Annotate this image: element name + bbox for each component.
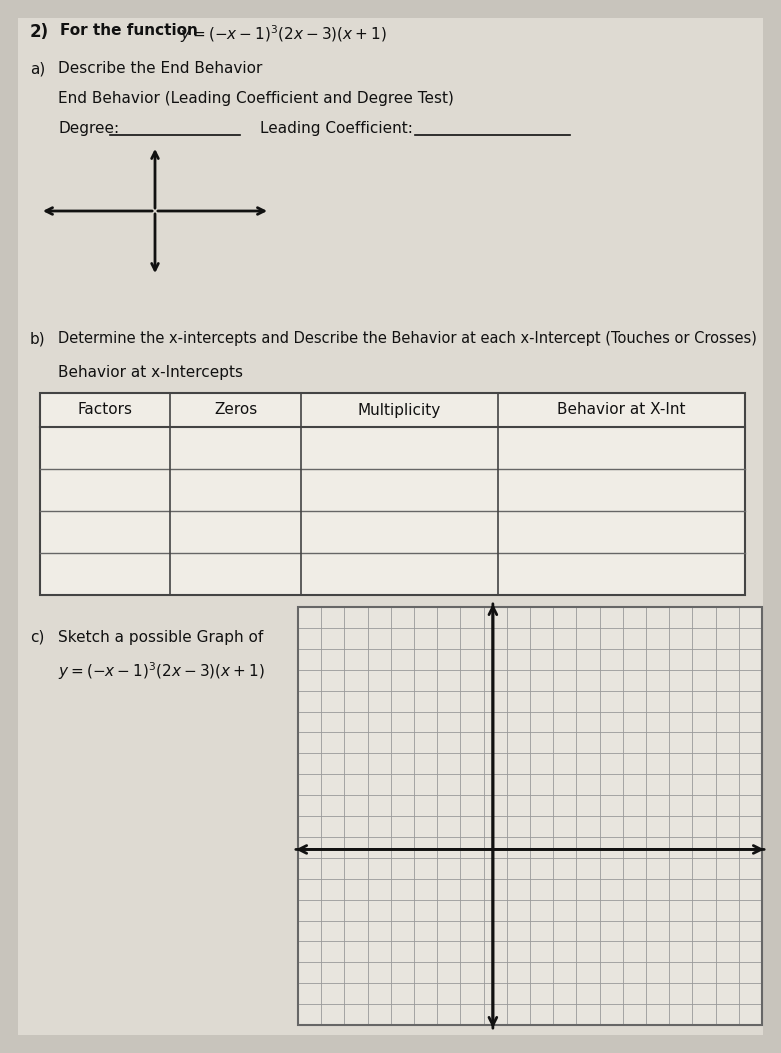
Text: b): b) — [30, 331, 45, 346]
Text: 2): 2) — [30, 23, 49, 41]
Text: Leading Coefficient:: Leading Coefficient: — [260, 121, 413, 136]
Text: End Behavior (Leading Coefficient and Degree Test): End Behavior (Leading Coefficient and De… — [58, 91, 454, 106]
Text: $y = (-x-1)^3(2x-3)(x+1)$: $y = (-x-1)^3(2x-3)(x+1)$ — [58, 660, 265, 681]
Text: Determine the x-intercepts and Describe the Behavior at each x-Intercept (Touche: Determine the x-intercepts and Describe … — [58, 331, 757, 346]
Text: Zeros: Zeros — [214, 402, 257, 417]
Text: Behavior at X-Int: Behavior at X-Int — [558, 402, 686, 417]
Bar — [40, 393, 745, 595]
Text: Degree:: Degree: — [58, 121, 119, 136]
Bar — [298, 607, 762, 1025]
Text: Factors: Factors — [78, 402, 133, 417]
Text: a): a) — [30, 61, 45, 76]
Text: Sketch a possible Graph of: Sketch a possible Graph of — [58, 630, 263, 645]
Text: $y = (-x-1)^3(2x-3)(x+1)$: $y = (-x-1)^3(2x-3)(x+1)$ — [180, 23, 387, 44]
Text: c): c) — [30, 630, 45, 645]
Bar — [40, 393, 745, 595]
Text: Describe the End Behavior: Describe the End Behavior — [58, 61, 262, 76]
Text: For the function: For the function — [60, 23, 203, 38]
Text: Multiplicity: Multiplicity — [358, 402, 441, 417]
Text: Behavior at x-Intercepts: Behavior at x-Intercepts — [58, 365, 243, 380]
Bar — [298, 607, 762, 1025]
